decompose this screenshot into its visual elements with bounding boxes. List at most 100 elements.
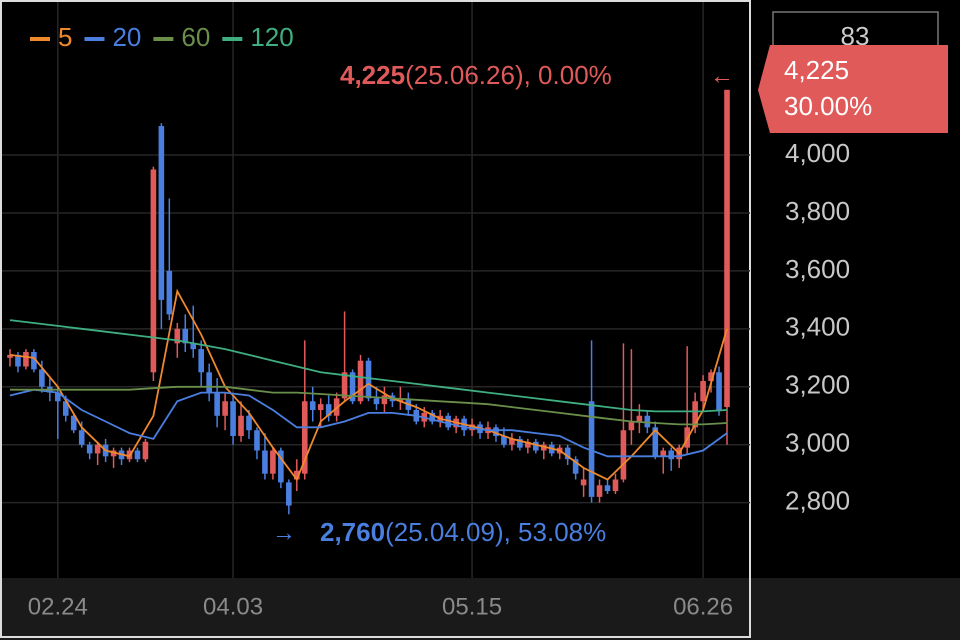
candle-body	[572, 459, 579, 474]
candle-body	[365, 360, 372, 399]
candle-body	[294, 470, 300, 480]
candle-body	[134, 450, 141, 460]
candle-body	[62, 401, 69, 416]
legend: 5 20 60 120	[30, 22, 294, 52]
candle-body	[15, 354, 21, 367]
candle-body	[525, 441, 531, 448]
candle-body	[700, 380, 706, 402]
y-tick-label: 3,000	[785, 428, 850, 458]
candle-body	[692, 401, 698, 428]
candle-body	[628, 421, 635, 431]
candle-body	[397, 398, 404, 402]
candle-body	[254, 430, 260, 451]
y-tick-label: 4,000	[785, 138, 850, 168]
candle-body	[230, 401, 236, 437]
candle-body	[517, 438, 523, 448]
candle-body	[262, 450, 268, 474]
low-arrow: →	[272, 519, 296, 546]
candle-body	[78, 430, 85, 445]
candle-body	[564, 447, 571, 460]
candle-body	[716, 372, 722, 410]
candle-body	[652, 427, 659, 457]
candle-body	[325, 404, 332, 416]
y-tick-label: 2,800	[785, 486, 850, 516]
candle-body	[142, 441, 149, 460]
high-arrow: ←	[710, 62, 734, 89]
candle-body	[445, 415, 451, 428]
candle-body	[270, 450, 276, 474]
candle-body	[660, 450, 667, 457]
candle-body	[668, 450, 675, 460]
candle-body	[636, 415, 643, 422]
candle-body	[533, 441, 539, 451]
high-annotation: 4,225(25.06.26), 0.00%	[340, 60, 612, 90]
price-tag-change: 30.00%	[784, 91, 872, 121]
y-tick-label: 3,400	[785, 312, 850, 342]
candle-body	[31, 352, 37, 370]
candle-body	[166, 270, 173, 315]
candle-body	[55, 392, 61, 402]
low-price: 2,760	[320, 517, 385, 547]
legend-label: 60	[181, 22, 210, 52]
plot-frame	[0, 0, 751, 638]
candle-body	[70, 415, 77, 431]
candle-body	[174, 328, 181, 344]
candle-body	[86, 444, 93, 454]
ma-lines	[9, 288, 728, 482]
candle-body	[357, 360, 364, 402]
low-detail: (25.04.09), 53.08%	[385, 517, 606, 547]
candle-body	[206, 372, 212, 393]
candle-body	[604, 485, 611, 492]
candle-body	[301, 401, 308, 474]
ma-line	[10, 385, 728, 426]
candle-body	[493, 427, 499, 437]
candle-body	[644, 415, 651, 428]
x-tick-label: 04.03	[203, 593, 263, 620]
candle-body	[373, 398, 380, 405]
candle-body	[724, 89, 730, 408]
candle-body	[110, 450, 117, 457]
candle-body	[349, 372, 356, 402]
candle-body	[469, 424, 475, 431]
candle-body	[182, 328, 189, 344]
candle-body	[588, 401, 595, 497]
x-axis-band	[0, 578, 960, 640]
candle-body	[190, 343, 197, 350]
legend-label: 20	[112, 22, 141, 52]
candle-body	[214, 392, 220, 416]
high-price: 4,225	[340, 60, 405, 90]
candle-body	[509, 438, 515, 445]
candle-body	[150, 169, 157, 373]
candle-body	[198, 349, 204, 373]
grid	[2, 2, 750, 578]
candle-body	[341, 372, 348, 399]
candle-body	[596, 485, 603, 497]
candle-body	[501, 436, 507, 445]
candle-body	[238, 415, 244, 437]
price-tag-price: 4,225	[784, 55, 849, 85]
candle-body	[540, 444, 547, 451]
legend-label: 5	[58, 22, 72, 52]
y-tick-label: 3,200	[785, 370, 850, 400]
x-tick-label: 06.26	[673, 593, 733, 620]
ma-line	[9, 388, 728, 458]
price-tag	[758, 45, 948, 133]
y-tick-label: 3,600	[785, 254, 850, 284]
candle-body	[429, 412, 436, 422]
candle-body	[23, 352, 29, 367]
candle-body	[317, 404, 324, 410]
ma-line	[9, 288, 728, 482]
candle-body	[580, 479, 587, 486]
candle-body	[246, 415, 252, 431]
x-tick-label: 05.15	[442, 593, 502, 620]
candle-body	[39, 369, 45, 387]
y-tick-label: 3,800	[785, 196, 850, 226]
candle-body	[708, 372, 714, 381]
ma-line	[9, 319, 728, 413]
candle-body	[222, 401, 228, 416]
candle-body	[612, 479, 619, 492]
candle-body	[309, 401, 316, 410]
high-detail: (25.06.26), 0.00%	[405, 60, 612, 90]
candle-body	[158, 126, 165, 300]
